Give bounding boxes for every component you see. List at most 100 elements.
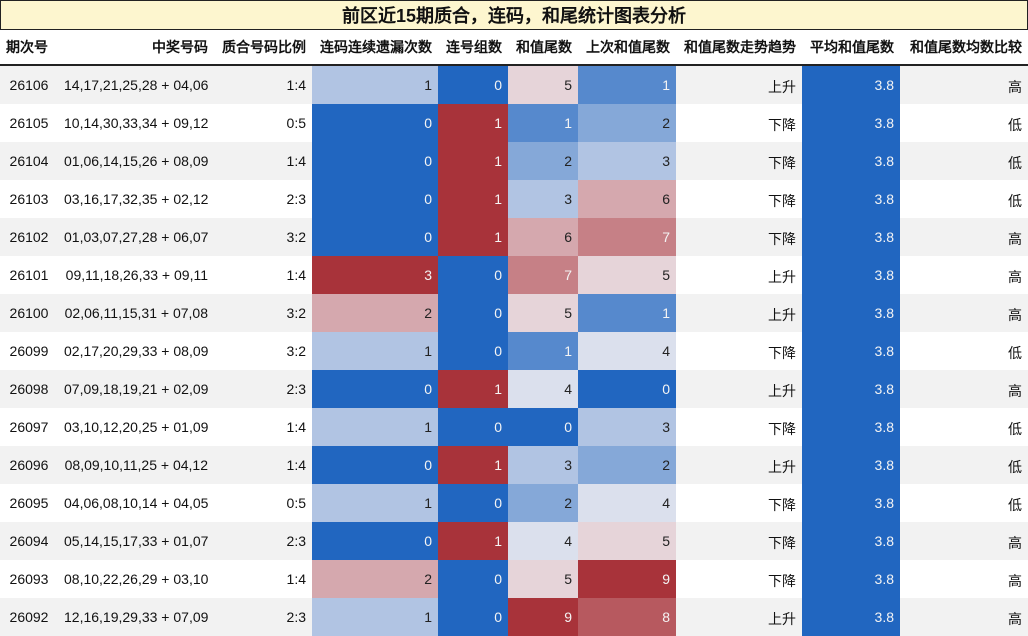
cell-trend: 下降 [676,332,802,370]
table-row: 26103 03,16,17,32,35 + 02,12 2:3 0 1 3 6 下降 3.8 低 [0,180,1028,218]
cell-issue: 26094 [0,522,58,560]
table-row: 26102 01,03,07,27,28 + 06,07 3:2 0 1 6 7 下降 3.8 高 [0,218,1028,256]
cell-ratio: 1:4 [214,560,312,598]
cell-miss: 0 [312,446,438,484]
cell-groups: 0 [438,560,508,598]
table-row: 26097 03,10,12,20,25 + 01,09 1:4 1 0 0 3 下降 3.8 低 [0,408,1028,446]
cell-issue: 26101 [0,256,58,294]
cell-ratio: 2:3 [214,598,312,636]
cell-issue: 26105 [0,104,58,142]
column-header-groups: 连号组数 [438,30,508,66]
table-row: 26099 02,17,20,29,33 + 08,09 3:2 1 0 1 4 下降 3.8 低 [0,332,1028,370]
table-row: 26095 04,06,08,10,14 + 04,05 0:5 1 0 2 4 下降 3.8 低 [0,484,1028,522]
cell-compare: 低 [900,332,1028,370]
cell-miss: 1 [312,65,438,104]
cell-tail: 2 [508,142,578,180]
table-row: 26096 08,09,10,11,25 + 04,12 1:4 0 1 3 2 上升 3.8 低 [0,446,1028,484]
cell-groups: 1 [438,104,508,142]
column-header-numbers: 中奖号码 [58,30,214,66]
table-row: 26100 02,06,11,15,31 + 07,08 3:2 2 0 5 1 上升 3.8 高 [0,294,1028,332]
cell-ratio: 3:2 [214,332,312,370]
cell-groups: 1 [438,370,508,408]
cell-prev-tail: 4 [578,484,676,522]
cell-miss: 0 [312,180,438,218]
cell-avg: 3.8 [802,522,900,560]
cell-avg: 3.8 [802,332,900,370]
cell-groups: 1 [438,180,508,218]
cell-issue: 26092 [0,598,58,636]
cell-tail: 1 [508,332,578,370]
cell-groups: 0 [438,484,508,522]
cell-ratio: 3:2 [214,294,312,332]
cell-trend: 下降 [676,142,802,180]
cell-avg: 3.8 [802,65,900,104]
cell-numbers: 02,17,20,29,33 + 08,09 [58,332,214,370]
cell-compare: 低 [900,408,1028,446]
cell-groups: 1 [438,522,508,560]
cell-issue: 26093 [0,560,58,598]
cell-compare: 高 [900,218,1028,256]
cell-prev-tail: 9 [578,560,676,598]
cell-avg: 3.8 [802,446,900,484]
cell-trend: 下降 [676,522,802,560]
cell-miss: 3 [312,256,438,294]
cell-miss: 0 [312,142,438,180]
cell-numbers: 08,10,22,26,29 + 03,10 [58,560,214,598]
cell-compare: 高 [900,65,1028,104]
cell-prev-tail: 4 [578,332,676,370]
cell-groups: 1 [438,446,508,484]
cell-ratio: 1:4 [214,446,312,484]
cell-issue: 26096 [0,446,58,484]
cell-numbers: 02,06,11,15,31 + 07,08 [58,294,214,332]
cell-ratio: 0:5 [214,104,312,142]
cell-prev-tail: 8 [578,598,676,636]
cell-miss: 1 [312,484,438,522]
cell-tail: 4 [508,522,578,560]
cell-compare: 高 [900,294,1028,332]
cell-prev-tail: 2 [578,446,676,484]
cell-groups: 0 [438,65,508,104]
cell-tail: 2 [508,484,578,522]
cell-avg: 3.8 [802,180,900,218]
column-header-avg: 平均和值尾数 [802,30,900,66]
cell-ratio: 3:2 [214,218,312,256]
cell-prev-tail: 3 [578,408,676,446]
cell-numbers: 03,10,12,20,25 + 01,09 [58,408,214,446]
cell-tail: 5 [508,65,578,104]
cell-tail: 9 [508,598,578,636]
cell-tail: 7 [508,256,578,294]
cell-ratio: 2:3 [214,370,312,408]
column-header-miss: 连码连续遗漏次数 [312,30,438,66]
cell-avg: 3.8 [802,218,900,256]
cell-avg: 3.8 [802,104,900,142]
cell-tail: 3 [508,180,578,218]
cell-compare: 低 [900,142,1028,180]
cell-compare: 高 [900,598,1028,636]
cell-compare: 低 [900,446,1028,484]
cell-miss: 0 [312,522,438,560]
cell-tail: 5 [508,294,578,332]
cell-trend: 下降 [676,180,802,218]
cell-issue: 26106 [0,65,58,104]
cell-numbers: 10,14,30,33,34 + 09,12 [58,104,214,142]
cell-ratio: 2:3 [214,180,312,218]
cell-issue: 26103 [0,180,58,218]
cell-avg: 3.8 [802,560,900,598]
cell-trend: 上升 [676,598,802,636]
table-row: 26101 09,11,18,26,33 + 09,11 1:4 3 0 7 5 上升 3.8 高 [0,256,1028,294]
table-row: 26098 07,09,18,19,21 + 02,09 2:3 0 1 4 0 上升 3.8 高 [0,370,1028,408]
cell-prev-tail: 5 [578,522,676,560]
cell-trend: 上升 [676,65,802,104]
cell-issue: 26104 [0,142,58,180]
cell-miss: 2 [312,294,438,332]
cell-avg: 3.8 [802,256,900,294]
cell-issue: 26098 [0,370,58,408]
cell-avg: 3.8 [802,370,900,408]
cell-issue: 26095 [0,484,58,522]
cell-numbers: 08,09,10,11,25 + 04,12 [58,446,214,484]
cell-avg: 3.8 [802,142,900,180]
cell-ratio: 1:4 [214,65,312,104]
cell-trend: 下降 [676,104,802,142]
cell-compare: 高 [900,560,1028,598]
cell-numbers: 07,09,18,19,21 + 02,09 [58,370,214,408]
